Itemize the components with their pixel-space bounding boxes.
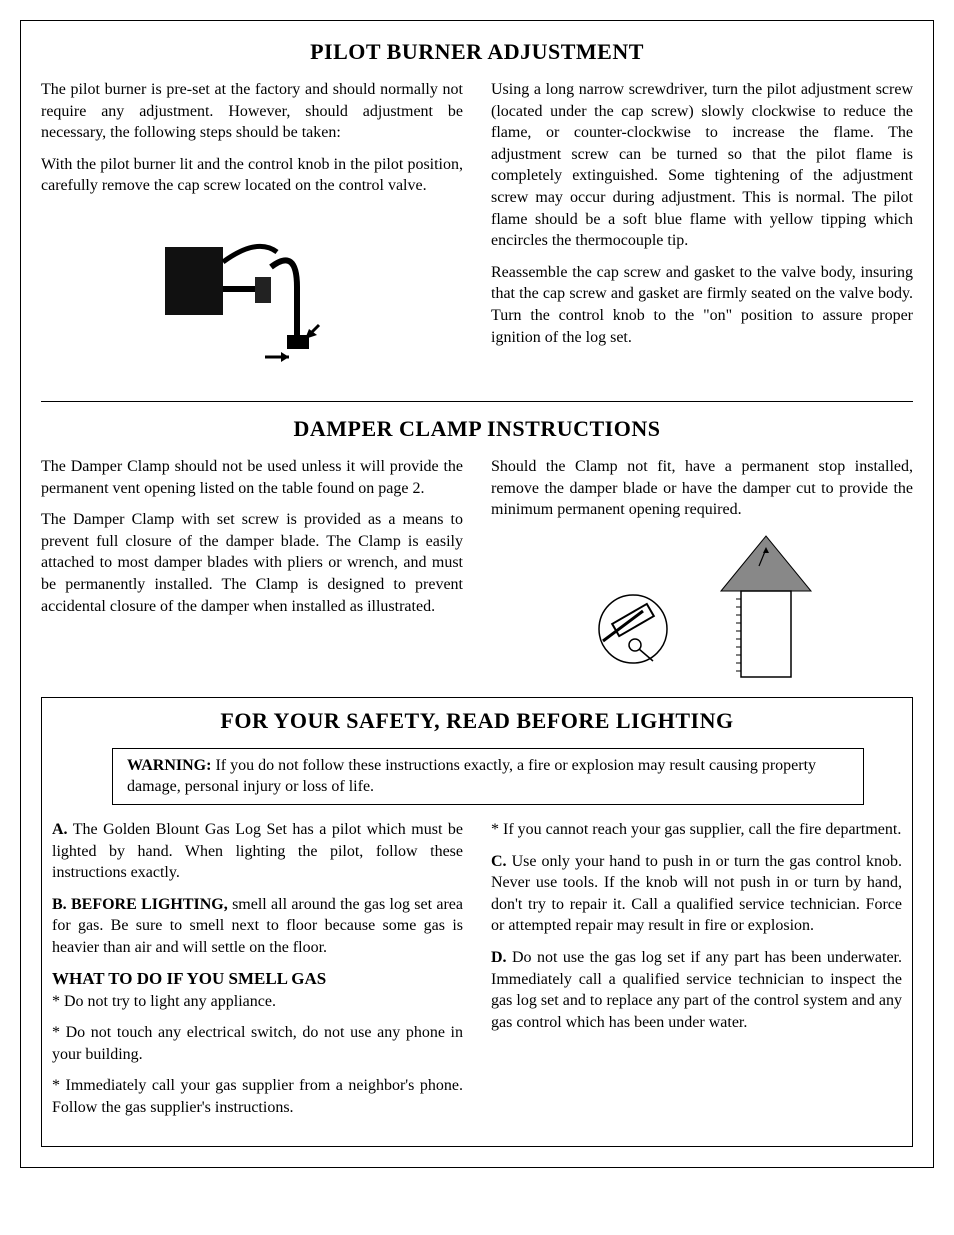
smell-step-2: * Do not touch any electrical switch, do… — [52, 1022, 463, 1065]
d-letter: D. — [491, 949, 507, 966]
pilot-valve-icon — [147, 207, 357, 377]
section3-body: A. The Golden Blount Gas Log Set has a p… — [52, 819, 902, 1129]
s1-right-p1: Using a long narrow screwdriver, turn th… — [491, 79, 913, 252]
section3-left-col: A. The Golden Blount Gas Log Set has a p… — [52, 819, 463, 1129]
smell-step-1: * Do not try to light any appliance. — [52, 991, 463, 1013]
section1-title: PILOT BURNER ADJUSTMENT — [41, 39, 913, 65]
smell-step-3: * Immediately call your gas supplier fro… — [52, 1075, 463, 1118]
item-a: A. The Golden Blount Gas Log Set has a p… — [52, 819, 463, 884]
safety-box: FOR YOUR SAFETY, READ BEFORE LIGHTING WA… — [41, 697, 913, 1148]
a-text: The Golden Blount Gas Log Set has a pilo… — [52, 821, 463, 881]
section3-right-col: * If you cannot reach your gas supplier,… — [491, 819, 902, 1129]
s1-right-p2: Reassemble the cap screw and gasket to t… — [491, 262, 913, 348]
warning-text: If you do not follow these instructions … — [127, 757, 816, 796]
section2-left-col: The Damper Clamp should not be used unle… — [41, 456, 463, 681]
damper-clamp-icon — [583, 561, 683, 681]
manual-page: PILOT BURNER ADJUSTMENT The pilot burner… — [20, 20, 934, 1168]
section2-body: The Damper Clamp should not be used unle… — [41, 456, 913, 681]
c-letter: C. — [491, 853, 507, 870]
a-letter: A. — [52, 821, 68, 838]
b-head: BEFORE LIGHTING, — [67, 896, 228, 913]
damper-figures — [491, 531, 913, 681]
section1-right-col: Using a long narrow screwdriver, turn th… — [491, 79, 913, 383]
s2-left-p1: The Damper Clamp should not be used unle… — [41, 456, 463, 499]
s1-left-p1: The pilot burner is pre-set at the facto… — [41, 79, 463, 144]
smell-gas-heading: WHAT TO DO IF YOU SMELL GAS — [52, 969, 463, 989]
divider-1 — [41, 401, 913, 402]
warning-label: WARNING: — [127, 757, 211, 774]
chimney-icon — [711, 531, 821, 681]
item-c: C. Use only your hand to push in or turn… — [491, 851, 902, 937]
section3-title: FOR YOUR SAFETY, READ BEFORE LIGHTING — [52, 708, 902, 734]
b-letter: B. — [52, 896, 67, 913]
section2-title: DAMPER CLAMP INSTRUCTIONS — [41, 416, 913, 442]
s1-left-p2: With the pilot burner lit and the contro… — [41, 154, 463, 197]
s2-left-p2: The Damper Clamp with set screw is provi… — [41, 509, 463, 617]
pilot-valve-figure — [41, 207, 463, 377]
s2-right-p1: Should the Clamp not fit, have a permane… — [491, 456, 913, 521]
section2-right-col: Should the Clamp not fit, have a permane… — [491, 456, 913, 681]
smell-step-4: * If you cannot reach your gas supplier,… — [491, 819, 902, 841]
section1-body: The pilot burner is pre-set at the facto… — [41, 79, 913, 383]
section1-left-col: The pilot burner is pre-set at the facto… — [41, 79, 463, 383]
d-text: Do not use the gas log set if any part h… — [491, 949, 902, 1031]
item-b: B. BEFORE LIGHTING, smell all around the… — [52, 894, 463, 959]
warning-box: WARNING: If you do not follow these inst… — [112, 748, 864, 805]
c-text: Use only your hand to push in or turn th… — [491, 853, 902, 935]
item-d: D. Do not use the gas log set if any par… — [491, 947, 902, 1033]
